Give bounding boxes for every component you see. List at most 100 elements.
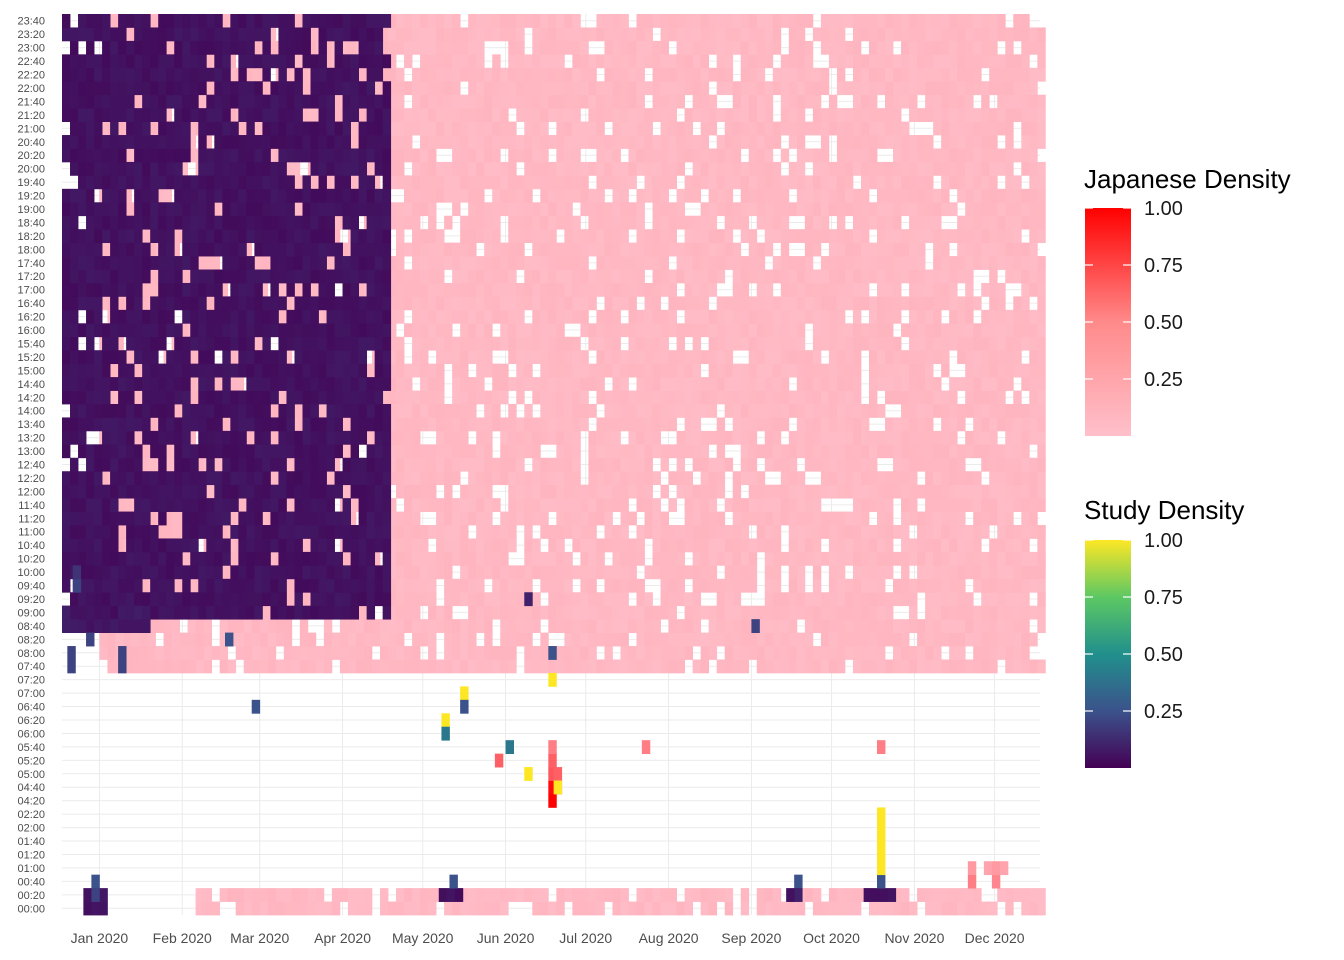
heatmap-cell [660, 377, 669, 391]
heatmap-cell [764, 632, 774, 647]
heatmap-cell [460, 551, 469, 566]
heatmap-cell [596, 471, 605, 486]
heatmap-cell [564, 229, 573, 244]
heatmap-cell [981, 578, 990, 593]
heatmap-cell [732, 565, 742, 580]
heatmap-cell [604, 578, 613, 593]
heatmap-cell [965, 215, 974, 230]
heatmap-cell [187, 646, 197, 660]
heatmap-cell [468, 632, 477, 647]
heatmap-cell [428, 525, 437, 539]
heatmap-cell [540, 417, 549, 432]
heatmap-cell [420, 592, 429, 607]
heatmap-cell [925, 161, 934, 176]
heatmap-cell [404, 457, 413, 472]
heatmap-cell [492, 336, 501, 351]
heatmap-cell [804, 632, 814, 647]
heatmap-cell [660, 27, 669, 42]
heatmap-cell [564, 215, 573, 230]
heatmap-cell [949, 471, 958, 486]
heatmap-cell [917, 377, 926, 391]
heatmap-cell [852, 40, 862, 55]
heatmap-cell [836, 511, 846, 526]
heatmap-cell [668, 350, 677, 365]
heatmap-cell [844, 108, 854, 122]
heatmap-cell [860, 121, 870, 136]
heatmap-cell [420, 188, 429, 203]
heatmap-cell [219, 619, 229, 633]
heatmap-cell [989, 390, 998, 405]
heatmap-cell [532, 605, 541, 620]
heatmap-cell [436, 498, 445, 512]
heatmap-cell [836, 54, 846, 69]
heatmap-cell [917, 390, 926, 405]
heatmap-cell [828, 377, 838, 391]
heatmap-cell [516, 296, 525, 311]
heatmap-cell [997, 229, 1006, 244]
heatmap-cell [388, 256, 397, 270]
heatmap-cell [396, 269, 405, 284]
heatmap-cell [564, 390, 573, 405]
heatmap-cell [556, 242, 565, 257]
heatmap-cell [404, 121, 413, 136]
heatmap-cell [780, 659, 790, 674]
heatmap-cell [219, 646, 229, 660]
heatmap-cell [420, 619, 429, 633]
heatmap-cell [772, 323, 782, 338]
heatmap-cell [981, 430, 990, 445]
heatmap-cell [973, 161, 982, 176]
heatmap-cell [500, 363, 509, 378]
heatmap-cell [580, 242, 589, 257]
heatmap-cell [764, 161, 774, 176]
heatmap-cell [540, 484, 549, 499]
heatmap-cell [724, 148, 734, 163]
heatmap-cell [732, 551, 742, 566]
heatmap-cell [893, 229, 902, 244]
heatmap-cell [692, 108, 702, 122]
heatmap-cell [620, 632, 629, 647]
heatmap-cell [620, 121, 629, 136]
heatmap-cell [500, 175, 509, 190]
heatmap-cell [612, 336, 621, 351]
heatmap-cell [371, 175, 381, 190]
heatmap-cell [484, 94, 493, 109]
heatmap-cell [740, 619, 750, 633]
heatmap-cell [580, 619, 589, 633]
heatmap-cell [388, 336, 397, 351]
heatmap-cell [933, 605, 942, 620]
heatmap-cell [836, 390, 846, 405]
heatmap-cell [644, 592, 653, 607]
heatmap-cell [660, 175, 669, 190]
heatmap-cell [756, 135, 766, 149]
heatmap-cell [885, 296, 894, 311]
heatmap-cell [692, 296, 702, 311]
heatmap-cell [420, 14, 429, 28]
heatmap-cell [852, 619, 862, 633]
heatmap-cell [163, 444, 172, 459]
heatmap-cell [540, 175, 549, 190]
heatmap-cell [740, 121, 750, 136]
heatmap-cell [925, 135, 934, 149]
heatmap-cell [756, 619, 766, 633]
heatmap-cell [460, 430, 469, 445]
heatmap-cell [492, 390, 501, 405]
heatmap-cell [139, 659, 148, 674]
heatmap-cell [836, 417, 846, 432]
heatmap-cell [836, 578, 846, 593]
heatmap-cell [500, 242, 509, 257]
heatmap-cell [941, 121, 950, 136]
heatmap-cell [989, 229, 998, 244]
heatmap-cell [388, 161, 397, 176]
heatmap-cell [612, 578, 621, 593]
heatmap-cell [540, 256, 549, 270]
heatmap-cell [628, 363, 637, 378]
heatmap-cell [933, 619, 942, 633]
heatmap-cell [540, 350, 549, 365]
heatmap-cell [852, 525, 862, 539]
heatmap-cell [812, 202, 822, 217]
heatmap-cell [949, 94, 958, 109]
heatmap-cell [836, 538, 846, 553]
heatmap-cell [804, 54, 814, 69]
heatmap-cell [420, 269, 429, 284]
heatmap-cell [885, 67, 894, 82]
